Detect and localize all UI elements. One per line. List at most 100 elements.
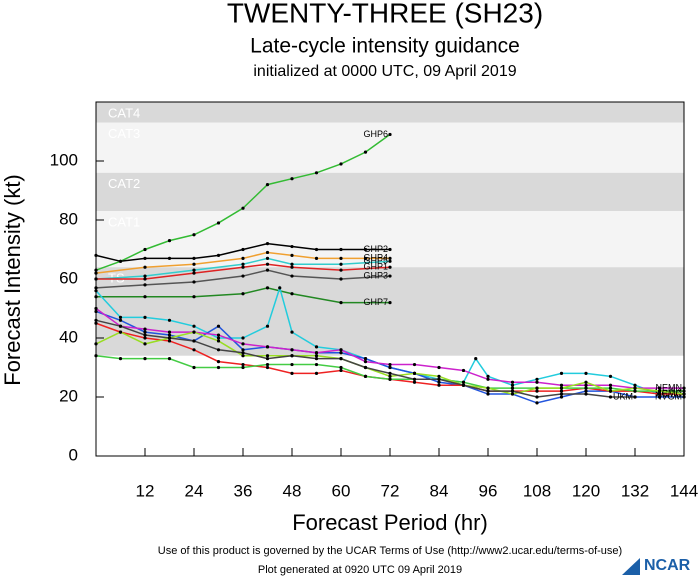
- series-point: [94, 306, 98, 311]
- series-point: [94, 277, 98, 281]
- series-point: [265, 183, 270, 187]
- series-point: [290, 292, 294, 296]
- series-point: [241, 362, 245, 367]
- series-point: [192, 330, 196, 334]
- series-point: [241, 247, 245, 252]
- series-point: [265, 324, 270, 328]
- series-point: [314, 362, 319, 367]
- series-point: [657, 386, 662, 390]
- series-point: [388, 371, 392, 375]
- series-point: [388, 256, 392, 260]
- series-point: [118, 330, 123, 334]
- series-point: [143, 274, 147, 278]
- series-point: [241, 365, 245, 370]
- series-point: [388, 362, 392, 367]
- series-point: [265, 286, 270, 290]
- series-label: GHP7: [363, 297, 388, 307]
- series-point: [388, 259, 392, 263]
- series-point: [339, 256, 343, 260]
- x-tick-label: 12: [136, 481, 155, 500]
- series-point: [388, 301, 392, 305]
- series-point: [94, 354, 98, 358]
- series-point: [657, 389, 662, 393]
- series-point: [559, 371, 564, 375]
- series-point: [682, 395, 686, 399]
- series-point: [241, 342, 245, 346]
- series-point: [584, 383, 588, 387]
- chart-init: initialized at 0000 UTC, 09 April 2019: [253, 63, 516, 80]
- series-point: [559, 389, 564, 393]
- series-point: [265, 354, 270, 358]
- series-point: [363, 357, 368, 361]
- series-point: [412, 377, 417, 381]
- series-point: [510, 380, 515, 384]
- series-point: [290, 330, 294, 334]
- series-line: [95, 251, 390, 274]
- series-point: [388, 365, 392, 370]
- series-point: [510, 392, 515, 396]
- series-point: [363, 256, 368, 260]
- series-point: [167, 333, 172, 337]
- series-point: [290, 262, 294, 266]
- series-point: [510, 383, 515, 387]
- series-point: [216, 365, 221, 370]
- series-point: [314, 345, 319, 349]
- series-point: [167, 339, 172, 343]
- series-point: [143, 315, 147, 319]
- series-point: [118, 357, 123, 361]
- series-point: [290, 177, 294, 181]
- series-label: AEMN: [656, 388, 682, 398]
- series-point: [314, 256, 319, 260]
- logo-mark: [622, 558, 640, 575]
- series-point: [265, 268, 270, 272]
- series-point: [314, 357, 319, 361]
- y-tick-label: 100: [50, 150, 78, 169]
- terms-note: Use of this product is governed by the U…: [158, 545, 622, 557]
- series-point: [118, 259, 123, 263]
- series-point: [682, 386, 686, 390]
- series-point: [192, 365, 196, 370]
- series-point: [167, 256, 172, 260]
- series-point: [241, 348, 245, 352]
- category-band: [96, 172, 684, 212]
- series-label: NEMN: [656, 383, 683, 393]
- series-point: [241, 336, 245, 340]
- x-tick-label: 108: [523, 481, 551, 500]
- series-point: [192, 271, 196, 275]
- series-point: [608, 386, 613, 390]
- series-point: [143, 265, 147, 269]
- series-point: [192, 280, 196, 284]
- generated-note: Plot generated at 0920 UTC 09 April 2019: [258, 564, 462, 576]
- series-point: [437, 374, 441, 378]
- series-point: [363, 374, 368, 378]
- series-point: [94, 309, 98, 314]
- series-point: [241, 292, 245, 296]
- series-point: [437, 380, 441, 384]
- series-point: [216, 339, 221, 343]
- series-point: [265, 357, 270, 361]
- series-point: [584, 371, 588, 375]
- x-axis-label: Forecast Period (hr): [292, 510, 488, 535]
- series-point: [339, 277, 343, 281]
- series-point: [143, 295, 147, 299]
- series-label: NVGM: [655, 391, 682, 401]
- series-point: [94, 271, 98, 275]
- x-tick-label: 36: [234, 481, 253, 500]
- series-point: [339, 262, 343, 266]
- series-point: [474, 357, 478, 361]
- series-point: [143, 277, 147, 281]
- series-point: [265, 362, 270, 367]
- series-point: [241, 265, 245, 269]
- series-point: [94, 318, 98, 322]
- band-label: CAT4: [108, 105, 140, 120]
- series-point: [265, 256, 270, 260]
- series-point: [143, 283, 147, 287]
- series-point: [167, 357, 172, 361]
- category-band: [96, 122, 684, 173]
- series-point: [241, 262, 245, 266]
- series-point: [290, 348, 294, 352]
- series-point: [265, 242, 270, 246]
- series-line: [96, 263, 391, 280]
